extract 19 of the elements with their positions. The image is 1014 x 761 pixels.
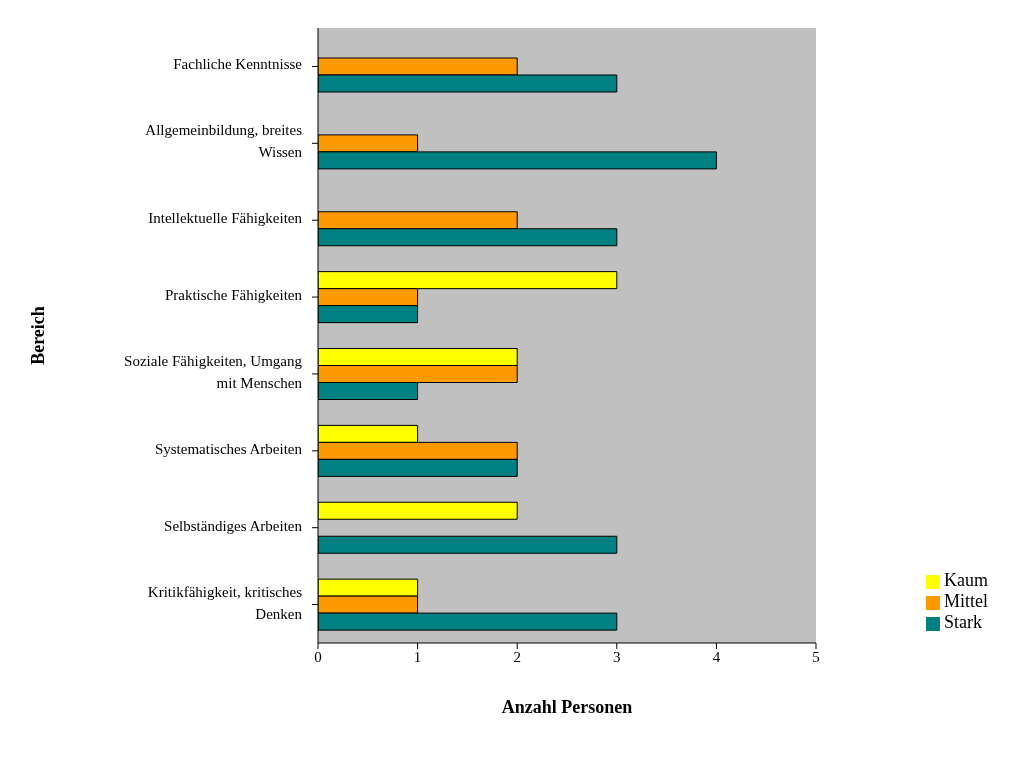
legend-label: Mittel <box>944 591 988 611</box>
y-tick-label: Allgemeinbildung, breites Wissen <box>145 122 303 161</box>
y-tick-label: Praktische Fähigkeiten <box>164 287 303 304</box>
y-tick-label: Soziale Fähigkeiten, Umgang mit Menschen <box>124 353 303 392</box>
y-tick-label: Systematisches Arbeiten <box>154 441 303 458</box>
y-tick-label: Selbständiges Arbeiten <box>164 518 303 535</box>
x-axis-title: Anzahl Personen <box>501 697 633 717</box>
legend-label: Stark <box>944 612 982 632</box>
x-tick-label: 5 <box>812 648 820 665</box>
x-tick-label: 3 <box>613 648 621 665</box>
y-tick-label: Fachliche Kenntnisse <box>173 56 303 73</box>
x-tick-label: 0 <box>314 648 322 665</box>
x-tick-label: 2 <box>513 648 521 665</box>
y-axis-title: Bereich <box>28 306 49 365</box>
x-tick-label: 1 <box>413 648 422 665</box>
legend-label: Kaum <box>944 570 988 590</box>
y-tick-label: Kritikfähigkeit, kritisches Denken <box>147 584 303 622</box>
x-tick-label: 4 <box>712 648 721 665</box>
y-tick-label: Intellektuelle Fähigkeiten <box>148 210 303 227</box>
